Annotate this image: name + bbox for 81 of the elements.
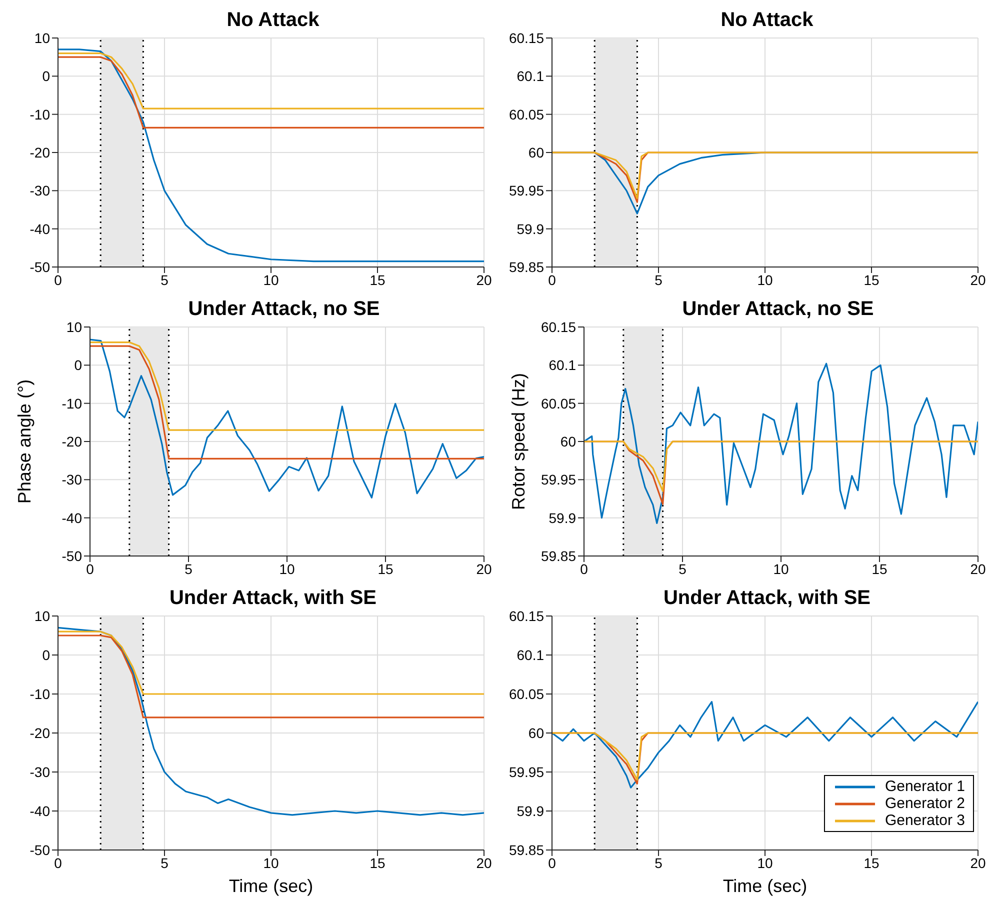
chart-title: Under Attack, with SE — [663, 587, 871, 609]
y-tick-label: 59.9 — [516, 220, 544, 237]
x-tick-label: 0 — [580, 560, 588, 577]
y-axis-title: Rotor speed (Hz) — [508, 372, 528, 510]
y-tick-label: -40 — [30, 220, 50, 237]
chart-title: Under Attack, with SE — [169, 587, 377, 609]
y-tick-label: 10 — [34, 608, 50, 624]
x-tick-label: 15 — [378, 560, 394, 577]
y-tick-label: 60.1 — [548, 357, 576, 374]
y-tick-label: -10 — [62, 395, 82, 412]
x-tick-label: 5 — [654, 272, 663, 288]
x-tick-label: 10 — [263, 272, 279, 288]
y-tick-label: 60.1 — [516, 68, 544, 84]
y-tick-label: -20 — [30, 724, 50, 741]
y-tick-label: 59.95 — [540, 472, 576, 488]
y-tick-label: 60.05 — [508, 686, 544, 702]
y-tick-label: -40 — [30, 802, 50, 819]
y-tick-label: -20 — [62, 433, 82, 450]
y-tick-label: -10 — [30, 106, 50, 122]
y-tick-label: -40 — [62, 510, 82, 526]
y-tick-label: 0 — [42, 646, 50, 663]
x-tick-label: 20 — [476, 560, 492, 577]
x-tick-label: 15 — [370, 854, 386, 871]
y-tick-label: 59.9 — [548, 510, 576, 526]
legend-label: Generator 2 — [884, 795, 965, 812]
y-axis-title: Phase angle (°) — [14, 379, 34, 504]
x-tick-label: 15 — [864, 272, 880, 288]
y-tick-label: -30 — [30, 764, 50, 780]
y-tick-label: -50 — [62, 548, 82, 564]
x-tick-label: 15 — [864, 854, 880, 871]
y-tick-label: 59.85 — [540, 548, 576, 564]
y-tick-label: 60 — [528, 724, 544, 741]
y-tick-label: 60.15 — [508, 30, 544, 46]
x-tick-label: 10 — [263, 854, 279, 871]
chart-title: No Attack — [720, 9, 814, 31]
legend-label: Generator 1 — [884, 778, 965, 795]
x-tick-label: 5 — [654, 854, 663, 871]
x-tick-label: 10 — [279, 560, 295, 577]
x-tick-label: 20 — [970, 560, 986, 577]
x-axis-title: Time (sec) — [228, 876, 314, 896]
x-tick-label: 15 — [370, 272, 386, 288]
y-tick-label: -50 — [30, 258, 50, 275]
x-tick-label: 5 — [160, 854, 169, 871]
x-tick-label: 20 — [476, 854, 492, 871]
x-tick-label: 5 — [184, 560, 193, 577]
y-tick-label: 60 — [560, 433, 576, 450]
y-tick-label: 59.9 — [516, 802, 544, 819]
y-tick-label: -10 — [30, 686, 50, 702]
chart-title: Under Attack, no SE — [188, 298, 380, 320]
y-tick-label: 60.05 — [540, 395, 576, 412]
x-tick-label: 15 — [872, 560, 888, 577]
y-tick-label: 0 — [74, 357, 82, 374]
x-tick-label: 20 — [476, 272, 492, 288]
y-tick-label: 60.15 — [508, 608, 544, 624]
y-tick-label: 10 — [66, 318, 82, 335]
y-tick-label: 59.85 — [508, 258, 544, 275]
y-tick-label: 60 — [528, 144, 544, 160]
y-tick-label: 0 — [42, 68, 50, 84]
x-tick-label: 0 — [86, 560, 94, 577]
y-tick-label: -30 — [62, 472, 82, 488]
x-tick-label: 10 — [757, 854, 773, 871]
chart-title: Under Attack, no SE — [682, 298, 874, 320]
y-tick-label: 59.85 — [508, 842, 544, 858]
x-tick-label: 10 — [757, 272, 773, 288]
y-tick-label: -20 — [30, 144, 50, 160]
y-tick-label: 59.95 — [508, 764, 544, 780]
y-tick-label: 10 — [34, 30, 50, 46]
x-tick-label: 10 — [773, 560, 789, 577]
y-tick-label: 60.05 — [508, 106, 544, 122]
y-tick-label: 60.15 — [540, 318, 576, 335]
y-tick-label: 60.1 — [516, 646, 544, 663]
chart-title: No Attack — [226, 9, 320, 31]
x-tick-label: 20 — [970, 854, 986, 871]
x-tick-label: 5 — [160, 272, 169, 288]
x-tick-label: 20 — [970, 272, 986, 288]
legend-label: Generator 3 — [884, 812, 965, 829]
y-tick-label: -50 — [30, 842, 50, 858]
y-tick-label: 59.95 — [508, 182, 544, 199]
x-axis-title: Time (sec) — [722, 876, 808, 896]
y-tick-label: -30 — [30, 182, 50, 199]
x-tick-label: 5 — [678, 560, 687, 577]
